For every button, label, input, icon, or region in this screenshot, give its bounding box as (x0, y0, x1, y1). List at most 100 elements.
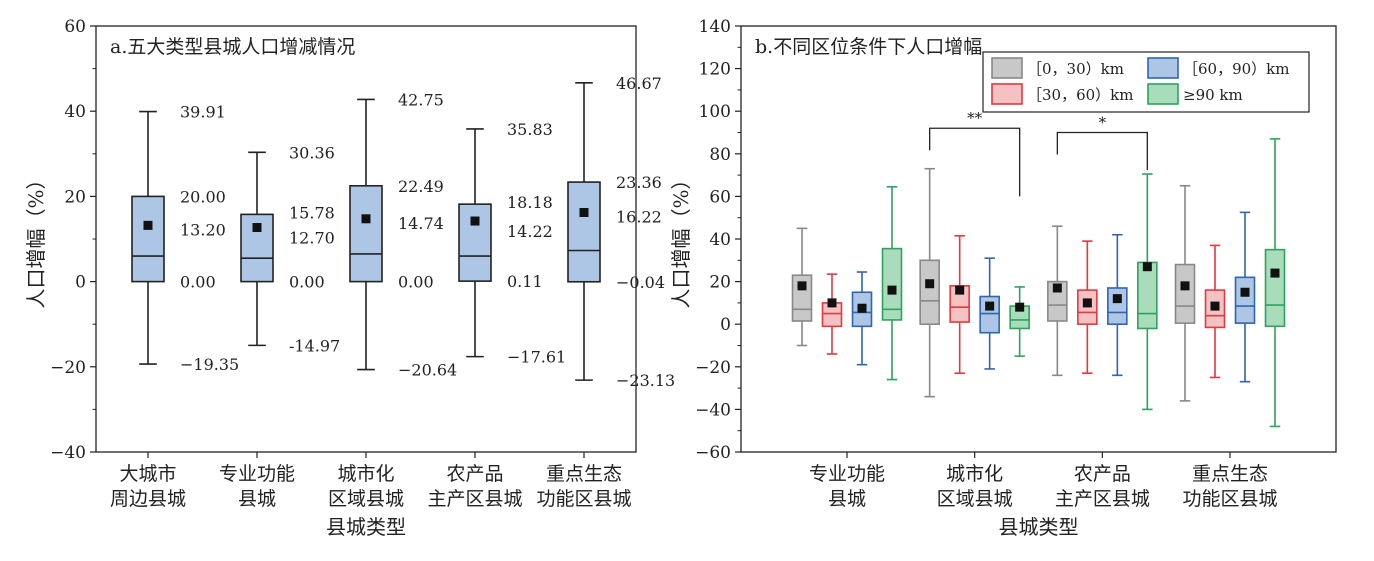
significance-marker: ** (967, 109, 983, 127)
x-category-label-line1: 重点生态 (1192, 463, 1268, 485)
box-mean-marker (887, 285, 897, 295)
panel-title: a.五大类型县城人口增减情况 (110, 36, 355, 58)
value-label-q1: 0.00 (180, 273, 216, 292)
y-tick-label: 120 (699, 60, 731, 80)
y-tick-label: 0 (75, 273, 86, 293)
value-label-q1: −0.04 (616, 273, 665, 292)
value-label-mean: 14.74 (398, 214, 444, 233)
value-label-mean: 13.20 (180, 220, 226, 239)
value-label-min: −23.13 (616, 371, 675, 390)
value-label-q1: 0.00 (289, 273, 325, 292)
value-label-q3: 15.78 (289, 203, 335, 222)
box-mean-marker (985, 301, 995, 311)
y-axis-title: 人口增幅（%） (669, 169, 693, 308)
box-mean-marker (361, 214, 371, 224)
value-label-max: 35.83 (507, 120, 553, 139)
y-tick-label: −20 (695, 358, 731, 378)
box-mean-marker (1082, 298, 1092, 308)
value-label-q1: 0.11 (507, 272, 543, 291)
y-tick-label: 20 (64, 187, 86, 207)
legend-frame (982, 51, 1310, 113)
box-mean-marker (1180, 281, 1190, 291)
box-mean-marker (925, 279, 935, 289)
legend-swatch (1147, 83, 1179, 105)
legend-swatch (991, 57, 1023, 79)
y-tick-label: 140 (699, 17, 731, 37)
x-category-label-line2: 区域县城 (328, 488, 404, 510)
box-body (1174, 263, 1196, 324)
value-label-min: -14.97 (289, 336, 340, 355)
value-label-mean: 14.22 (507, 222, 553, 241)
x-category-label-line1: 城市化 (337, 463, 394, 485)
x-category-label-line1: 农产品 (1074, 463, 1131, 485)
y-tick-label: −40 (50, 443, 86, 463)
y-axis-title: 人口增幅（%） (24, 169, 48, 308)
value-label-q3: 20.00 (180, 187, 226, 206)
value-label-q3: 18.18 (507, 193, 553, 212)
x-category-label-line2: 周边县城 (110, 488, 186, 510)
legend-label: ［30，60）km (1027, 86, 1134, 104)
y-tick-label: −20 (50, 358, 86, 378)
y-tick-label: 40 (709, 230, 731, 250)
legend-label: ［0，30）km (1027, 60, 1124, 78)
significance-marker: * (1099, 114, 1107, 132)
box-mean-marker (1142, 262, 1152, 272)
box-mean-marker (1270, 268, 1280, 278)
x-category-label-line2: 功能区县城 (536, 488, 631, 510)
box-body (131, 195, 165, 283)
y-tick-label: 100 (699, 102, 731, 122)
box-body (458, 203, 492, 282)
x-axis-title: 县城类型 (326, 515, 406, 539)
x-category-label-line1: 专业功能 (809, 463, 885, 485)
box-mean-marker (955, 285, 965, 295)
legend: ［0，30）km ［60，90）km ［30，60）km ≥90 km (982, 51, 1310, 113)
value-label-max: 39.91 (180, 103, 226, 122)
y-tick-label: 60 (709, 187, 731, 207)
value-label-max: 30.36 (289, 143, 335, 162)
y-tick-label: 80 (709, 145, 731, 165)
box-body (1264, 248, 1286, 328)
legend-swatch (1147, 57, 1179, 79)
significance-bracket (929, 127, 1021, 197)
value-label-q3: 23.36 (616, 173, 662, 192)
panel-title: b.不同区位条件下人口增幅 (755, 36, 982, 58)
x-category-label-line1: 农产品 (446, 463, 503, 485)
x-category-label-line1: 专业功能 (219, 463, 295, 485)
value-label-mean: 12.70 (289, 228, 335, 247)
box-mean-marker (143, 220, 153, 230)
box-body (919, 259, 940, 325)
value-label-q1: 0.00 (398, 273, 434, 292)
x-category-label-line2: 主产区县城 (1055, 488, 1150, 510)
box-body (1107, 287, 1128, 325)
box-mean-marker (797, 281, 807, 291)
box-mean-marker (579, 208, 589, 218)
box-mean-marker (1052, 283, 1062, 293)
legend-label: ≥90 km (1183, 86, 1243, 104)
y-tick-label: 60 (64, 17, 86, 37)
box-body (881, 247, 903, 321)
x-category-label-line2: 县城 (828, 488, 866, 510)
value-label-min: −20.64 (398, 361, 457, 380)
x-category-label-line1: 大城市 (119, 463, 176, 485)
x-category-label-line2: 功能区县城 (1182, 488, 1277, 510)
value-label-mean: 16.22 (616, 208, 662, 227)
box-body (1234, 276, 1256, 324)
y-tick-label: 40 (64, 102, 86, 122)
y-tick-label: 0 (720, 315, 731, 335)
box-body (979, 295, 1000, 334)
value-label-q3: 22.49 (398, 177, 444, 196)
x-category-label-line1: 重点生态 (546, 463, 622, 485)
y-tick-label: −40 (695, 400, 731, 420)
box-mean-marker (252, 222, 262, 232)
box-mean-marker (1240, 287, 1250, 297)
value-label-max: 46.67 (616, 74, 662, 93)
box-body (349, 184, 383, 283)
significance-bracket (1056, 131, 1148, 171)
y-tick-label: 20 (709, 273, 731, 293)
y-tick-label: −60 (695, 443, 731, 463)
value-label-min: −19.35 (180, 355, 239, 374)
x-category-label-line2: 主产区县城 (427, 488, 522, 510)
